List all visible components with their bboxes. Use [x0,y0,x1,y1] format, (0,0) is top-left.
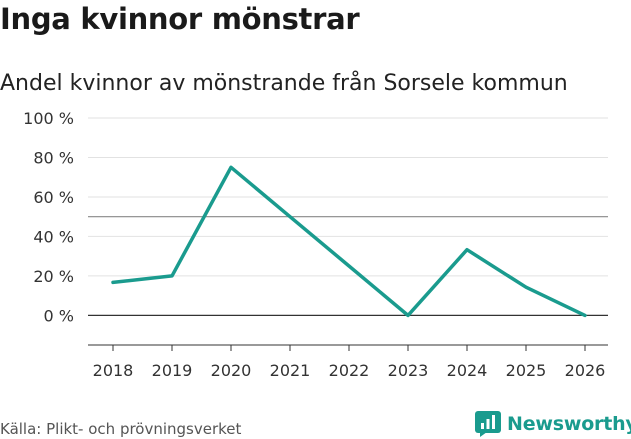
logo-bar [481,423,484,429]
line-chart: 0 % 20 % 40 % 60 % 80 % 100 % 2018 2019 2020 202… [23,109,608,380]
grid-layer [88,117,608,317]
x-tick-label: 2025 [506,361,547,380]
y-tick-label: 80 % [33,148,74,167]
logo-bar [492,415,495,429]
x-tick-label: 2020 [211,361,252,380]
x-tick-label: 2026 [565,361,606,380]
series-line [111,165,587,318]
chart-subtitle: Andel kvinnor av mönstrande från Sorsele… [0,71,568,96]
x-tick-label: 2021 [270,361,311,380]
logo-bubble-tail [480,432,487,437]
chart-title: Inga kvinnor mönstrar [0,2,360,36]
y-tick-label: 40 % [33,227,74,246]
newsworthy-logo-icon [475,411,501,437]
y-axis: 0 % 20 % 40 % 60 % 80 % 100 % [23,109,74,325]
x-tick-label: 2023 [388,361,429,380]
x-tick-label: 2024 [447,361,488,380]
logo-bar [486,419,490,429]
brand-name: Newsworthy [507,413,631,435]
x-tick-label: 2022 [329,361,370,380]
x-tick-label: 2019 [152,361,193,380]
source-credit: Källa: Plikt- och prövningsverket [0,420,242,438]
x-axis: 2018 2019 2020 2021 2022 2023 2024 2025 2026 [88,344,608,380]
x-tick-label: 2018 [93,361,134,380]
newsworthy-brand[interactable]: Newsworthy [475,409,631,439]
y-tick-label: 100 % [23,109,74,128]
y-tick-label: 60 % [33,188,74,207]
series-layer [111,165,587,318]
y-tick-label: 0 % [44,306,74,325]
y-tick-label: 20 % [33,267,74,286]
